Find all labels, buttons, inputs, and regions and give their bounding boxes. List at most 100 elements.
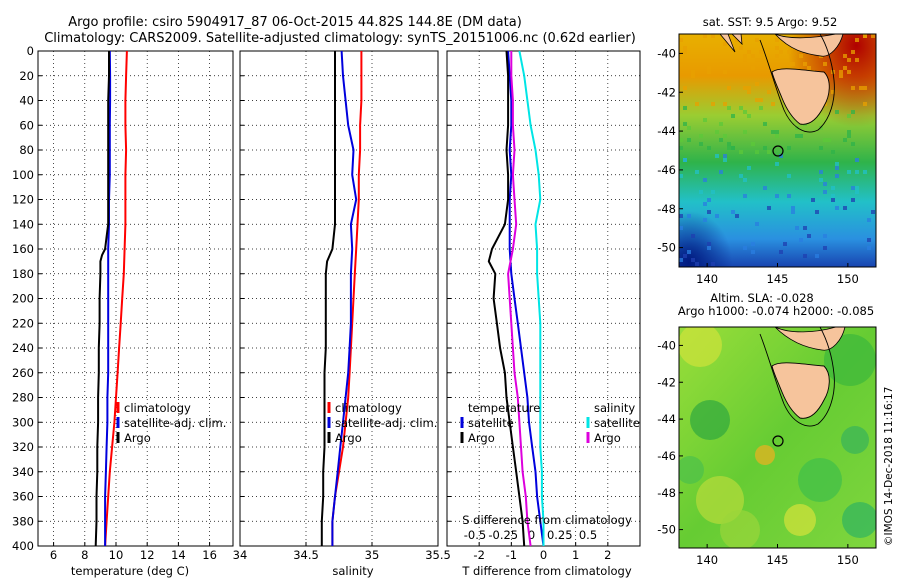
depth-tick-label: 120 <box>12 193 34 207</box>
profile-lines <box>94 50 545 547</box>
sst-pixel <box>839 74 843 78</box>
sst-pixel <box>723 134 727 138</box>
sst-pixel <box>707 146 711 150</box>
sst-pixel <box>831 186 835 190</box>
map-y-tick-label: -42 <box>657 85 676 99</box>
sla-map-title-1: Altim. SLA: -0.028 <box>710 291 814 305</box>
sst-pixel <box>695 102 699 106</box>
sst-pixel <box>723 102 727 106</box>
map-y-tick-label: -50 <box>657 523 676 537</box>
sst-pixel <box>723 154 727 158</box>
sst-pixel <box>863 102 867 106</box>
sst-pixel <box>751 242 755 246</box>
sst-pixel <box>799 54 803 58</box>
depth-tick-label: 40 <box>19 94 34 108</box>
x-tick-label: 34 <box>233 548 248 562</box>
sst-pixel <box>851 110 855 114</box>
sst-pixel <box>795 226 799 230</box>
sst-pixel <box>863 34 867 38</box>
x-tick-label: 16 <box>202 548 217 562</box>
sst-pixel <box>691 74 695 78</box>
sst-pixel <box>679 38 683 42</box>
depth-tick-label: 380 <box>12 514 34 528</box>
sst-pixel <box>867 218 871 222</box>
series-temperature-satellite-adj-clim- <box>104 50 112 546</box>
sst-pixel <box>727 106 731 110</box>
legend-title-salinity: salinity <box>594 401 635 415</box>
sst-pixel <box>863 86 867 90</box>
sst-pixel <box>779 250 783 254</box>
x-tick-label: 0 <box>540 548 547 562</box>
sst-pixel <box>847 170 851 174</box>
tasmania <box>771 362 830 419</box>
depth-tick-label: 340 <box>12 465 34 479</box>
depth-tick-label: 320 <box>12 440 34 454</box>
sst-pixel <box>851 50 855 54</box>
difference-xlabel: T difference from climatology <box>461 564 632 578</box>
sla-blob <box>755 445 775 465</box>
sst-pixel <box>703 202 707 206</box>
sst-pixel <box>703 178 707 182</box>
sst-pixel <box>707 66 711 70</box>
sst-pixel <box>823 190 827 194</box>
legend-label-s-argo: Argo <box>594 431 621 445</box>
legend-label-t-argo: Argo <box>468 431 495 445</box>
s-diff-tick-label: 0.25 <box>547 528 573 542</box>
sst-pixel <box>787 194 791 198</box>
depth-tick-label: 280 <box>12 391 34 405</box>
sst-pixel <box>755 150 759 154</box>
sst-pixel <box>699 190 703 194</box>
shelf-contour <box>759 34 835 133</box>
map-y-tick-label: -44 <box>657 124 676 138</box>
sst-pixel <box>751 54 755 58</box>
series-salinity-climatology <box>331 51 363 546</box>
map-x-tick-label: 150 <box>837 272 859 286</box>
sst-pixel <box>847 58 851 62</box>
salinity-xlabel: salinity <box>332 564 373 578</box>
sst-pixel <box>823 234 827 238</box>
sst-pixel <box>795 134 799 138</box>
sst-pixel <box>679 146 683 150</box>
sla-map-title-2: Argo h1000: -0.074 h2000: -0.085 <box>678 304 874 318</box>
sst-pixel <box>855 158 859 162</box>
sst-pixel <box>699 142 703 146</box>
sla-blob <box>720 510 760 548</box>
depth-tick-label: 300 <box>12 415 34 429</box>
sst-pixel <box>719 138 723 142</box>
depth-tick-label: 0 <box>27 44 34 58</box>
sst-pixel <box>683 46 687 50</box>
sst-pixel <box>691 258 695 262</box>
shelf-contour <box>759 327 835 427</box>
sst-pixel <box>723 70 727 74</box>
sst-pixel <box>787 146 791 150</box>
sst-pixel <box>755 58 759 62</box>
depth-tick-label: 400 <box>12 539 34 553</box>
sst-pixel <box>843 138 847 142</box>
sst-pixel <box>759 50 763 54</box>
depth-tick-label: 140 <box>12 217 34 231</box>
sst-pixel <box>767 206 771 210</box>
sst-pixel <box>719 122 723 126</box>
sst-pixel <box>755 222 759 226</box>
sst-pixel <box>867 238 871 242</box>
sst-pixel <box>775 130 779 134</box>
sst-pixel <box>763 146 767 150</box>
sst-pixel <box>871 210 875 214</box>
series-difference-from-climatology-temperature-Argo <box>487 50 526 547</box>
sst-pixel <box>747 90 751 94</box>
title-line-1: Argo profile: csiro 5904917_87 06-Oct-20… <box>68 15 522 30</box>
legend-label-s-satellite: satellite <box>594 416 640 430</box>
sst-pixel <box>775 134 779 138</box>
series-temperature-Argo <box>94 51 110 547</box>
sst-pixel <box>735 214 739 218</box>
legend-title-temperature: temperature <box>468 401 540 415</box>
sst-pixel <box>783 242 787 246</box>
sst-pixel <box>831 198 835 202</box>
sst-pixel <box>827 138 831 142</box>
mainland-coast <box>719 34 743 53</box>
tasmania <box>771 68 830 125</box>
sst-pixel <box>779 50 783 54</box>
sst-pixel <box>743 130 747 134</box>
difference-legend: temperature satellite Argo salinity sate… <box>460 401 640 445</box>
sst-pixel <box>679 174 683 178</box>
